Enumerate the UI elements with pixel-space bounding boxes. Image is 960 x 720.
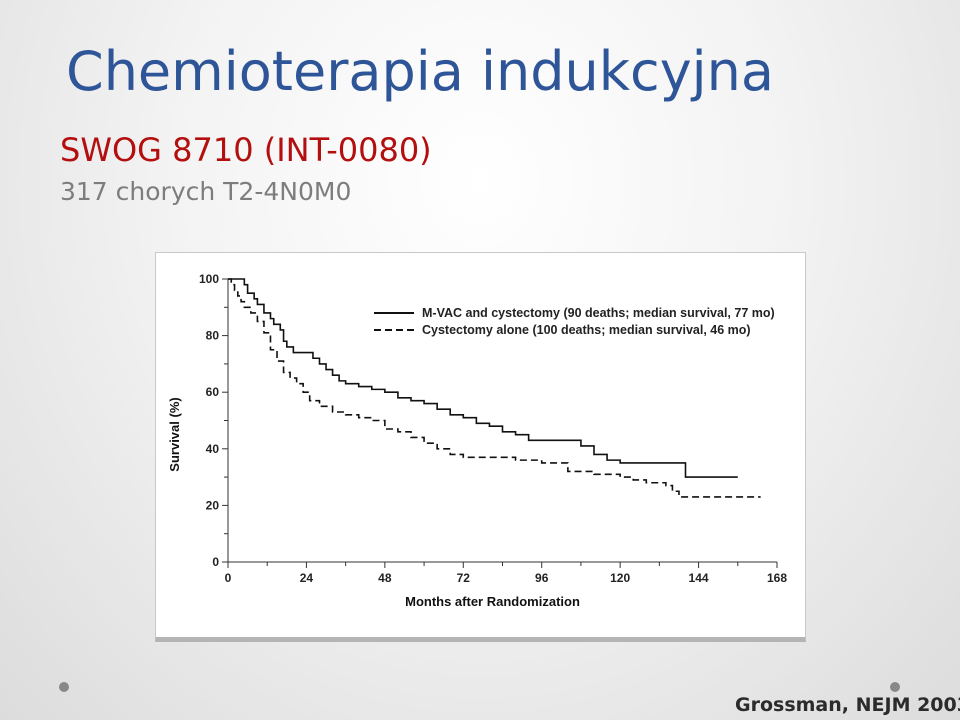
citation: Grossman, NEJM 2003: [735, 694, 960, 716]
survival-chart-figure: 0 24 48 72 96 120 144 168 0 20 40 60 80 100 Months af…: [155, 252, 806, 642]
legend-label-mvac: M-VAC and cystectomy (90 deaths; median …: [422, 306, 775, 320]
y-tick-label: 40: [206, 442, 220, 456]
study-name: SWOG 8710 (INT-0080): [60, 131, 432, 169]
y-tick-label: 100: [199, 272, 219, 286]
x-tick-label: 48: [378, 571, 392, 585]
x-tick-label: 72: [457, 571, 471, 585]
nav-dot-left: [59, 682, 69, 692]
survival-chart: 0 24 48 72 96 120 144 168 0 20 40 60 80 100 Months af…: [167, 272, 787, 609]
chart-legend: M-VAC and cystectomy (90 deaths; median …: [374, 306, 775, 337]
legend-label-cystectomy: Cystectomy alone (100 deaths; median sur…: [422, 323, 751, 337]
patient-count: 317 chorych T2-4N0M0: [60, 177, 352, 206]
x-tick-label: 24: [300, 571, 314, 585]
x-axis-title: Months after Randomization: [405, 594, 580, 609]
survival-curve-mvac: [228, 278, 738, 478]
x-tick-label: 0: [225, 571, 232, 585]
slide-title: Chemioterapia indukcyjna: [66, 40, 774, 103]
x-tick-label: 120: [610, 571, 630, 585]
y-tick-label: 0: [212, 555, 219, 569]
nav-dot-right: [890, 682, 900, 692]
survival-curve-cystectomy: [228, 278, 761, 498]
x-tick-label: 168: [767, 571, 787, 585]
y-axis-title: Survival (%): [167, 397, 182, 471]
x-tick-label: 96: [535, 571, 549, 585]
y-tick-label: 60: [206, 385, 220, 399]
y-tick-label: 20: [206, 498, 220, 512]
x-tick-label: 144: [689, 571, 709, 585]
y-tick-label: 80: [206, 329, 220, 343]
